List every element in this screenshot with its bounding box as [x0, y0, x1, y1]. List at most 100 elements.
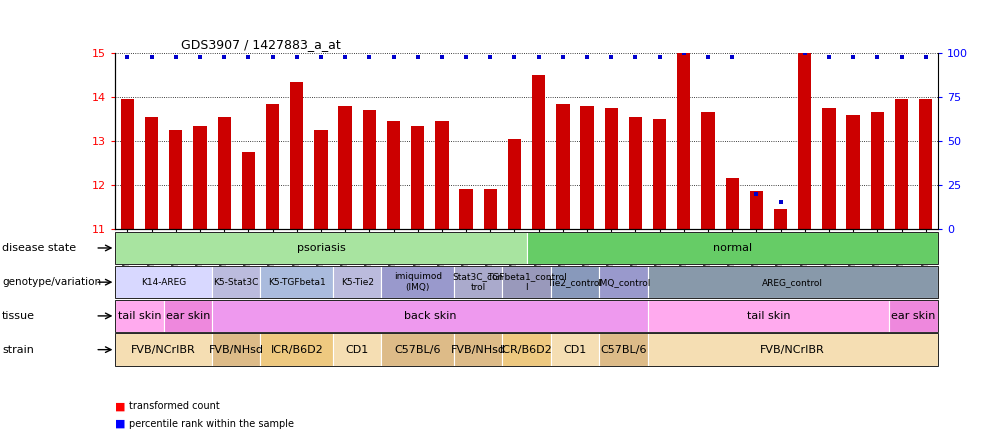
Text: Stat3C_con
trol: Stat3C_con trol	[452, 273, 503, 292]
Text: genotype/variation: genotype/variation	[2, 277, 101, 287]
Text: tissue: tissue	[2, 311, 35, 321]
Text: FVB/NCrIBR: FVB/NCrIBR	[131, 345, 196, 355]
Bar	[459, 189, 472, 229]
Text: ear skin: ear skin	[165, 311, 209, 321]
Point	[675, 50, 691, 57]
Bar	[531, 75, 545, 229]
Point	[772, 199, 788, 206]
Point	[434, 53, 450, 60]
Text: IMQ_control: IMQ_control	[596, 278, 649, 287]
Bar	[193, 126, 206, 229]
Text: Tie2_control: Tie2_control	[547, 278, 602, 287]
Bar	[604, 108, 617, 229]
Point	[506, 53, 522, 60]
Point	[313, 53, 329, 60]
Bar	[145, 117, 158, 229]
Bar	[822, 108, 835, 229]
Text: back skin: back skin	[403, 311, 456, 321]
Text: FVB/NHsd: FVB/NHsd	[450, 345, 505, 355]
Point	[723, 53, 739, 60]
Point	[796, 50, 812, 57]
Text: TGFbeta1_control
l: TGFbeta1_control l	[486, 273, 566, 292]
Point	[119, 53, 135, 60]
Bar	[290, 82, 304, 229]
Text: disease state: disease state	[2, 243, 76, 253]
Text: ear skin: ear skin	[891, 311, 935, 321]
Text: percentile rank within the sample: percentile rank within the sample	[129, 419, 295, 429]
Point	[337, 53, 353, 60]
Point	[554, 53, 570, 60]
Text: K14-AREG: K14-AREG	[141, 278, 186, 287]
Text: K5-Stat3C: K5-Stat3C	[213, 278, 259, 287]
Point	[240, 53, 257, 60]
Text: CD1: CD1	[563, 345, 586, 355]
Text: AREG_control: AREG_control	[762, 278, 823, 287]
Text: C57BL/6: C57BL/6	[599, 345, 646, 355]
Text: CD1: CD1	[346, 345, 369, 355]
Bar	[724, 178, 738, 229]
Point	[409, 53, 425, 60]
Point	[869, 53, 885, 60]
Bar	[700, 112, 714, 229]
Bar	[483, 189, 496, 229]
Text: tail skin: tail skin	[117, 311, 161, 321]
Point	[458, 53, 474, 60]
Text: FVB/NCrIBR: FVB/NCrIBR	[760, 345, 825, 355]
Point	[820, 53, 836, 60]
Bar	[120, 99, 134, 229]
Bar	[580, 106, 593, 229]
Bar	[363, 110, 376, 229]
Bar	[411, 126, 424, 229]
Text: ■: ■	[115, 401, 125, 411]
Bar	[266, 104, 279, 229]
Text: strain: strain	[2, 345, 34, 355]
Bar	[217, 117, 230, 229]
Point	[191, 53, 207, 60]
Point	[530, 53, 546, 60]
Text: K5-TGFbeta1: K5-TGFbeta1	[268, 278, 326, 287]
Point	[361, 53, 377, 60]
Bar	[556, 104, 569, 229]
Point	[265, 53, 281, 60]
Point	[627, 53, 643, 60]
Bar	[918, 99, 932, 229]
Text: imiquimod
(IMQ): imiquimod (IMQ)	[393, 273, 441, 292]
Bar	[241, 152, 255, 229]
Bar	[507, 139, 521, 229]
Bar	[846, 115, 859, 229]
Bar	[676, 53, 689, 229]
Point	[651, 53, 667, 60]
Bar	[870, 112, 883, 229]
Text: tail skin: tail skin	[745, 311, 790, 321]
Bar	[628, 117, 641, 229]
Bar	[774, 209, 787, 229]
Text: C57BL/6: C57BL/6	[394, 345, 441, 355]
Point	[167, 53, 183, 60]
Bar	[748, 191, 763, 229]
Point	[917, 53, 933, 60]
Point	[289, 53, 305, 60]
Point	[216, 53, 232, 60]
Text: GDS3907 / 1427883_a_at: GDS3907 / 1427883_a_at	[181, 38, 341, 51]
Bar	[894, 99, 907, 229]
Point	[845, 53, 861, 60]
Point	[143, 53, 159, 60]
Bar	[435, 121, 448, 229]
Bar	[387, 121, 400, 229]
Text: ■: ■	[115, 419, 125, 429]
Bar	[314, 130, 328, 229]
Bar	[338, 106, 352, 229]
Point	[747, 190, 764, 197]
Text: FVB/NHsd: FVB/NHsd	[208, 345, 264, 355]
Point	[578, 53, 594, 60]
Bar	[169, 130, 182, 229]
Point	[699, 53, 715, 60]
Text: normal: normal	[711, 243, 752, 253]
Point	[893, 53, 909, 60]
Text: K5-Tie2: K5-Tie2	[341, 278, 374, 287]
Bar	[652, 119, 665, 229]
Point	[602, 53, 618, 60]
Point	[482, 53, 498, 60]
Text: psoriasis: psoriasis	[297, 243, 345, 253]
Text: ICR/B6D2: ICR/B6D2	[500, 345, 552, 355]
